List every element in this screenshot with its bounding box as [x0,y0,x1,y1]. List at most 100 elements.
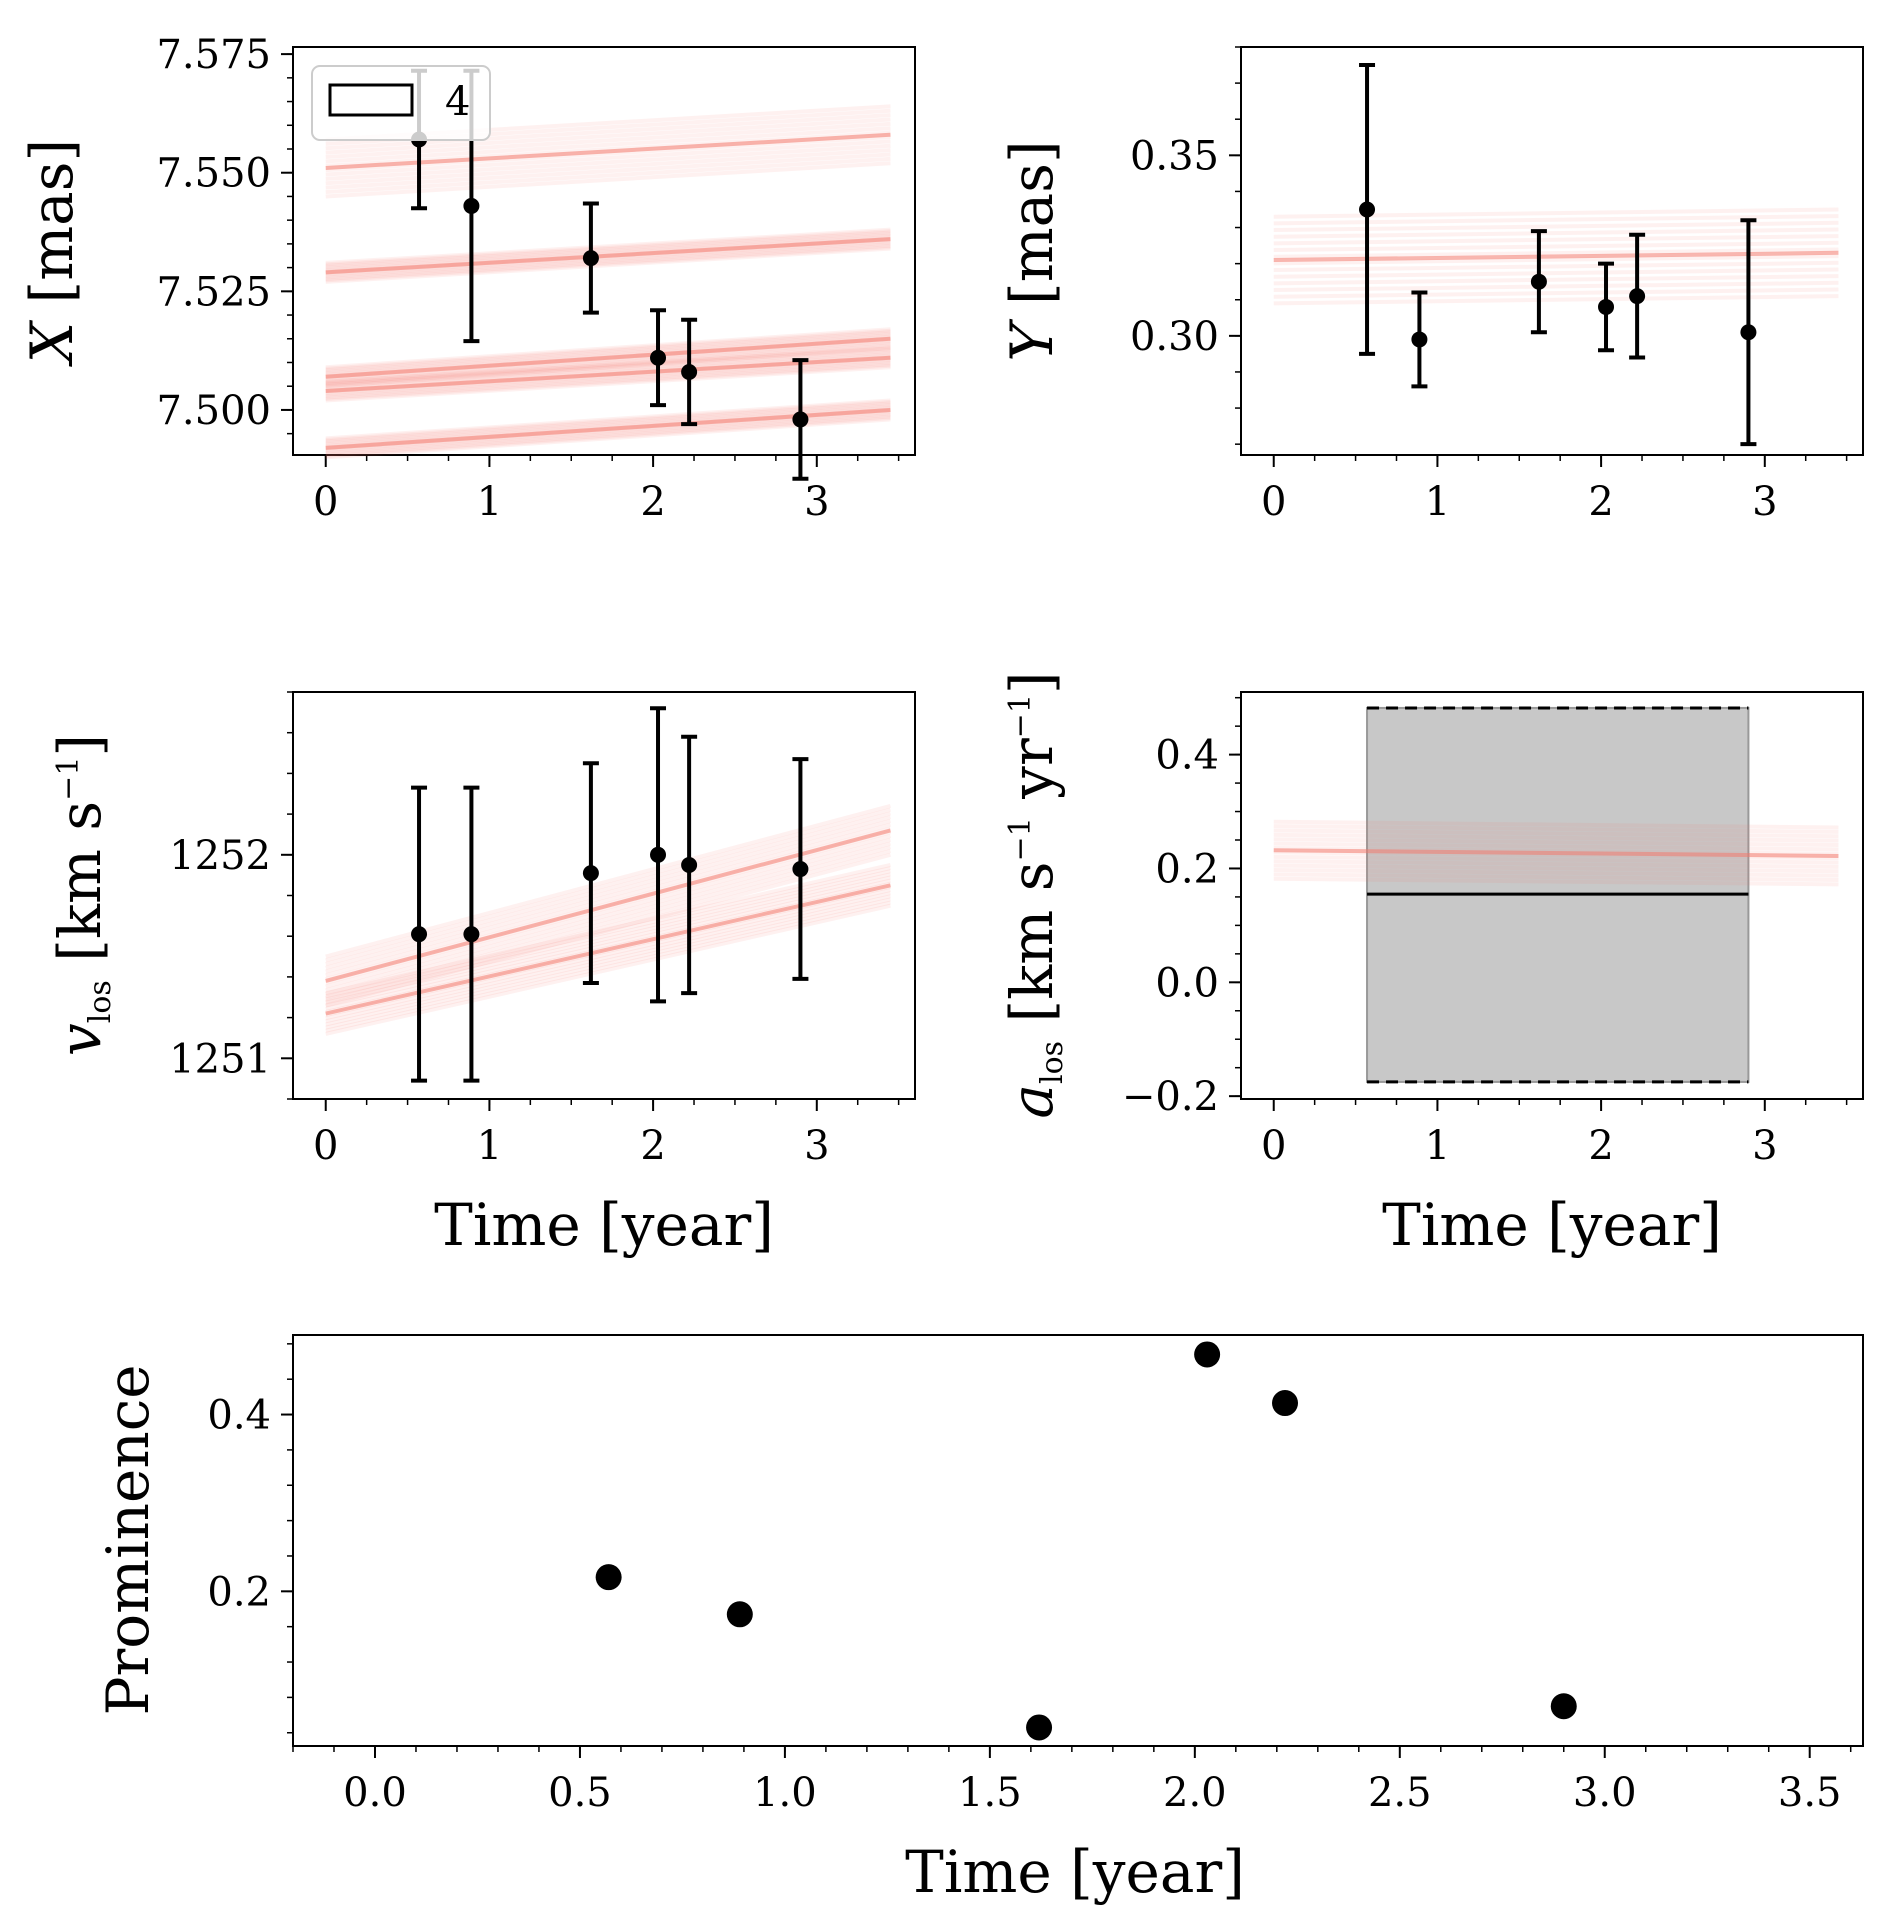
y-tick-label: 0.4 [207,1393,271,1439]
y-tick-label: 0.35 [1130,133,1219,179]
model-sample-line [1273,832,1839,843]
model-sample-line [325,341,891,384]
y-tick-label: 0.0 [1155,960,1219,1006]
x-axis-label: Time [year] [1382,1191,1722,1259]
model-sample-line [325,359,891,397]
model-sample-line [325,328,891,371]
model-sample-line [325,346,891,384]
model-sample-line [325,243,891,281]
data-point [792,861,809,878]
x-tick-label: 0.5 [548,1770,612,1816]
model-sample-line [1273,828,1839,839]
model-sample-line [1273,846,1839,856]
model-sample-line [1273,819,1839,830]
y-tick-label: 0.2 [207,1569,271,1615]
prominence-point [726,1601,753,1628]
x-tick-label: 3.5 [1778,1770,1842,1816]
model-sample-line [1273,876,1839,887]
data-point [1411,331,1428,348]
x-tick-label: 3 [804,479,829,525]
x-tick-label: 0 [313,479,338,525]
axes-frame [292,1334,1864,1747]
model-median-line [1273,848,1839,858]
y-axis-label: vlos [km s−1] [46,734,118,1056]
x-axis-label: Time [year] [905,1838,1245,1906]
model-sample-line [325,240,891,278]
model-sample-line [325,340,891,383]
panel-line-of-sight-velocity: 0 1 2 3 1251 1252 vlos [km s−1] Time [year] [46,691,916,1259]
model-sample-line [1273,854,1839,865]
data-point [411,926,428,943]
axes-frame [1240,46,1864,456]
data-point [463,926,480,943]
prominence-point [1026,1714,1053,1741]
data-point [1598,298,1615,315]
data-point [1740,324,1757,341]
y-axis-label: Prominence [94,1364,162,1715]
data-point [650,349,667,366]
model-median-line [325,336,891,379]
model-sample-line [325,327,891,370]
model-sample-line [325,333,891,376]
x-tick-label: 0 [1261,479,1286,525]
prominence-point [1194,1341,1221,1368]
x-tick-label: 2 [640,1123,665,1169]
model-sample-line [1273,837,1839,847]
panel-x-position: 0 1 2 3 7.500 7.525 7.550 7.575 4 X [mas] [18,32,916,525]
x-tick-label: 3.0 [1573,1770,1637,1816]
prominence-point [595,1564,622,1591]
x-tick-label: 0 [1261,1123,1286,1169]
model-sample-line [1273,867,1839,878]
model-sample-line [325,331,891,374]
model-sample-line [325,349,891,387]
model-median-line [325,237,891,275]
x-tick-label: 2.5 [1368,1770,1432,1816]
model-sample-line [325,401,891,444]
y-tick-label: 7.575 [156,32,271,78]
model-sample-line [325,347,891,385]
data-point [681,363,698,380]
model-sample-line [325,242,891,280]
panel-y-position: 0 1 2 3 0.30 0.35 Y [mas] [998,46,1864,525]
x-tick-label: 1.0 [753,1770,817,1816]
model-sample-line [325,245,891,283]
data-point [792,411,809,428]
data-point [582,250,599,267]
model-sample-line [1273,850,1839,861]
model-sample-line [325,229,891,267]
x-tick-label: 3 [1752,1123,1777,1169]
model-sample-line [1273,859,1839,869]
model-sample-line [325,227,891,265]
data-point [1629,288,1646,305]
model-sample-line [1273,841,1839,852]
y-tick-label: −0.2 [1122,1074,1219,1120]
model-sample-line [325,343,891,386]
x-tick-label: 0 [313,1123,338,1169]
model-sample-line [325,334,891,377]
y-tick-label: 0.2 [1155,846,1219,892]
x-tick-label: 2 [1588,1123,1613,1169]
y-tick-label: 0.30 [1130,314,1219,360]
model-sample-line [1273,824,1839,834]
prominence-point [1272,1390,1299,1417]
data-point [463,197,480,214]
model-sample-line [325,239,891,277]
x-tick-label: 1.5 [958,1770,1022,1816]
x-tick-label: 1 [1425,1123,1450,1169]
model-sample-line [325,230,891,268]
prominence-point [1550,1693,1577,1720]
data-point [650,846,667,863]
model-sample-line [325,402,891,445]
x-tick-label: 3 [1752,479,1777,525]
y-tick-label: 7.500 [156,388,271,434]
model-sample-line [325,362,891,400]
x-tick-label: 1 [477,1123,502,1169]
x-tick-label: 1 [477,479,502,525]
model-sample-line [325,363,891,401]
x-tick-label: 2 [1588,479,1613,525]
y-tick-label: 1251 [169,1036,271,1082]
model-sample-line [325,360,891,399]
model-sample-line [325,365,891,403]
data-point [1530,273,1547,290]
